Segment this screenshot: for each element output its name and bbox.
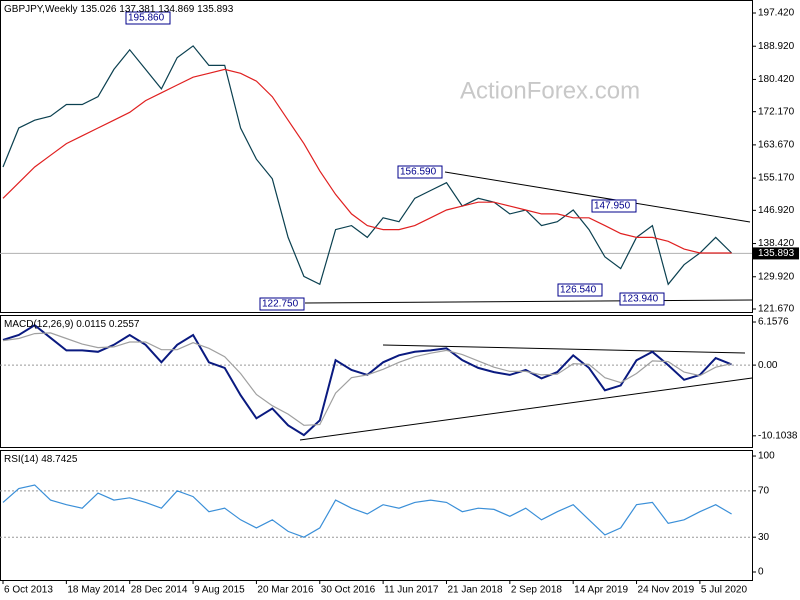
panel-frame [0, 315, 753, 448]
series-line [2, 484, 732, 538]
x-tick-label: 14 Apr 2019 [574, 585, 628, 596]
annotation-box [125, 11, 171, 25]
annotation: 156.590 [400, 167, 437, 178]
series-line [2, 45, 733, 286]
panel-title: RSI(14) 48.7425 [4, 454, 78, 465]
x-tick-label: 5 Jul 2020 [701, 585, 748, 596]
x-tick-label: 11 Jun 2017 [384, 585, 439, 596]
annotation: 195.860 [128, 13, 165, 24]
y-tick-label: 6.1576 [758, 317, 789, 328]
series-line [2, 332, 732, 426]
last-value-box [753, 247, 799, 260]
x-tick-label: 6 Oct 2013 [4, 585, 53, 596]
y-tick-label: 138.420 [758, 238, 795, 249]
y-tick-label: 188.920 [758, 41, 795, 52]
annotation: 123.940 [622, 294, 659, 305]
x-tick-label: 20 Mar 2016 [257, 585, 314, 596]
annotation: 122.750 [262, 299, 299, 310]
x-tick-label: 2 Sep 2018 [511, 585, 563, 596]
y-tick-label: 146.920 [758, 205, 795, 216]
y-tick-label: 197.420 [758, 8, 795, 19]
title: RSI(14) 48.7425 [4, 454, 78, 465]
panel-frame [0, 450, 753, 581]
x-tick-label: 9 Aug 2015 [194, 585, 245, 596]
annotation-box [259, 297, 305, 311]
y-tick-label: 180.420 [758, 74, 795, 85]
annotation-box [591, 199, 637, 213]
x-tick-label: 21 Jan 2018 [447, 585, 502, 596]
annotation-box [557, 283, 603, 297]
y-tick-label: 0 [758, 567, 764, 578]
watermark: ActionForex.com [460, 77, 640, 104]
y-tick-label: 30 [758, 532, 770, 543]
subtitle: 135.026 137.381 134.869 135.893 [80, 4, 233, 15]
y-tick-label: 100 [758, 451, 775, 462]
x-tick-label: 30 Oct 2016 [321, 585, 376, 596]
trend-line [299, 377, 753, 441]
title: MACD(12,26,9) 0.0115 0.2557 [4, 319, 140, 330]
last-value-label: 135.893 [758, 248, 795, 259]
panel-title: MACD(12,26,9) 0.0115 0.2557 [4, 319, 140, 330]
y-tick-label: 121.670 [758, 304, 795, 315]
title: GBPJPY,Weekly [4, 4, 78, 15]
annotation: 147.950 [594, 201, 631, 212]
panel-frame [0, 0, 753, 313]
trend-line [382, 344, 746, 354]
x-tick-label: 18 May 2014 [67, 585, 125, 596]
annotation-box [619, 292, 665, 306]
y-tick-label: 172.170 [758, 106, 795, 117]
x-tick-label: 24 Nov 2019 [638, 585, 695, 596]
annotation: 126.540 [560, 285, 597, 296]
series-line [2, 68, 732, 254]
y-tick-label: 0.00 [758, 360, 778, 371]
y-tick-label: -10.1038 [758, 430, 798, 441]
trend-line [304, 299, 753, 304]
annotation-box [397, 165, 443, 179]
panel-title: GBPJPY,Weekly 135.026 137.381 134.869 13… [4, 4, 234, 15]
y-tick-label: 155.170 [758, 173, 795, 184]
y-tick-label: 70 [758, 485, 770, 496]
x-tick-label: 28 Dec 2014 [131, 585, 188, 596]
trend-line [444, 171, 751, 223]
y-tick-label: 129.920 [758, 271, 795, 282]
y-tick-label: 163.670 [758, 140, 795, 151]
